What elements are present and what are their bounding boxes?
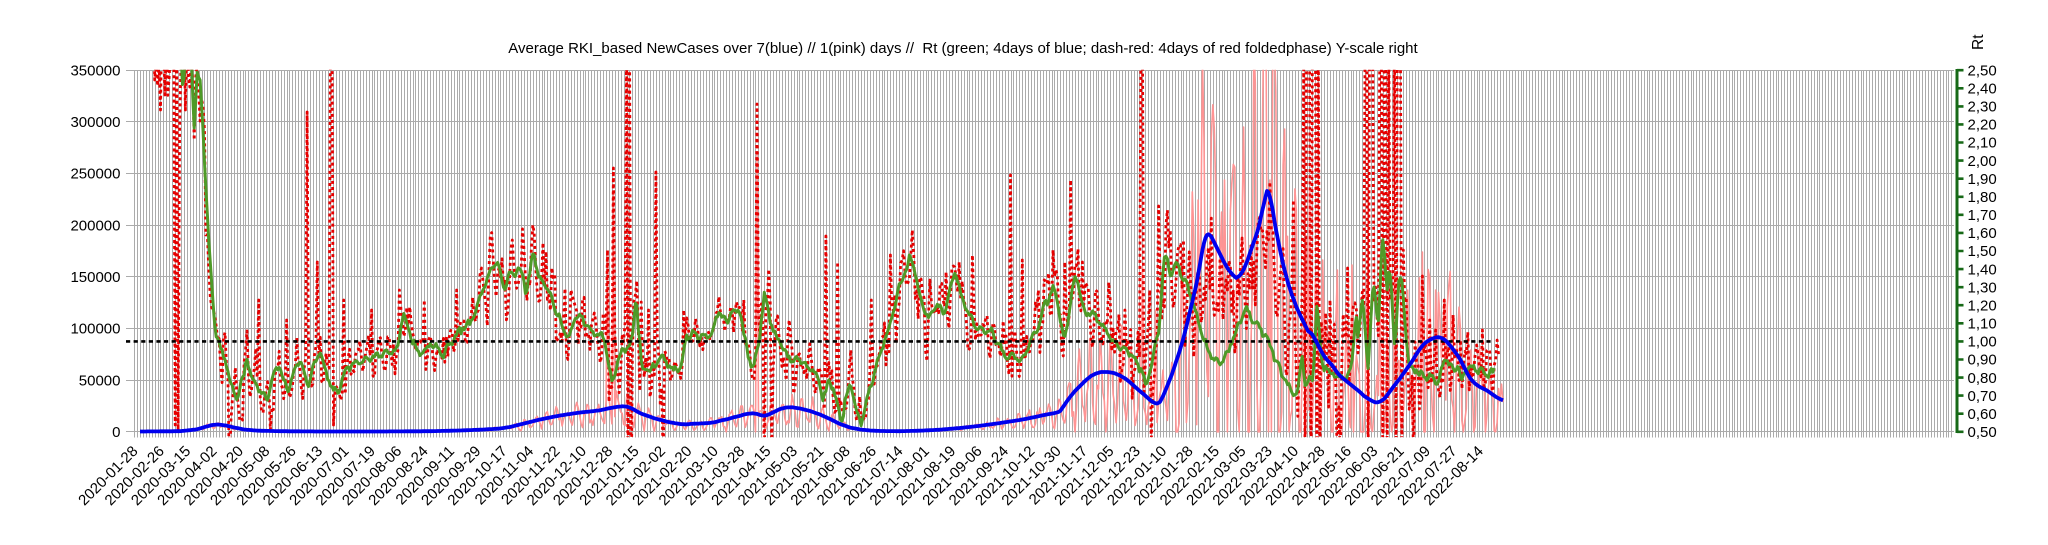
svg-text:2,30: 2,30 [1968, 99, 1997, 116]
svg-text:250000: 250000 [70, 166, 120, 183]
svg-text:0,50: 0,50 [1968, 424, 1997, 441]
svg-text:300000: 300000 [70, 114, 120, 131]
svg-text:0,80: 0,80 [1968, 370, 1997, 387]
svg-text:200000: 200000 [70, 217, 120, 234]
svg-text:1,00: 1,00 [1968, 334, 1997, 351]
svg-text:2,40: 2,40 [1968, 81, 1997, 98]
svg-text:1,50: 1,50 [1968, 243, 1997, 260]
svg-text:1,40: 1,40 [1968, 261, 1997, 278]
svg-text:2,50: 2,50 [1968, 62, 1997, 79]
svg-text:350000: 350000 [70, 62, 120, 79]
svg-text:1,90: 1,90 [1968, 171, 1997, 188]
svg-text:0,70: 0,70 [1968, 388, 1997, 405]
svg-text:0,60: 0,60 [1968, 406, 1997, 423]
svg-text:2,10: 2,10 [1968, 135, 1997, 152]
svg-text:2,00: 2,00 [1968, 153, 1997, 170]
svg-text:Rt: Rt [1970, 34, 1987, 50]
svg-text:1,20: 1,20 [1968, 297, 1997, 314]
svg-text:2,20: 2,20 [1968, 117, 1997, 134]
svg-text:0,90: 0,90 [1968, 352, 1997, 369]
svg-text:50000: 50000 [79, 372, 121, 389]
svg-text:Average RKI_based NewCases ove: Average RKI_based NewCases over 7(blue) … [508, 40, 1418, 57]
svg-text:1,70: 1,70 [1968, 207, 1997, 224]
svg-text:1,60: 1,60 [1968, 225, 1997, 242]
svg-text:1,30: 1,30 [1968, 279, 1997, 296]
svg-text:0: 0 [112, 424, 120, 441]
svg-text:1,80: 1,80 [1968, 189, 1997, 206]
svg-text:150000: 150000 [70, 269, 120, 286]
svg-text:1,10: 1,10 [1968, 316, 1997, 333]
svg-text:100000: 100000 [70, 321, 120, 338]
